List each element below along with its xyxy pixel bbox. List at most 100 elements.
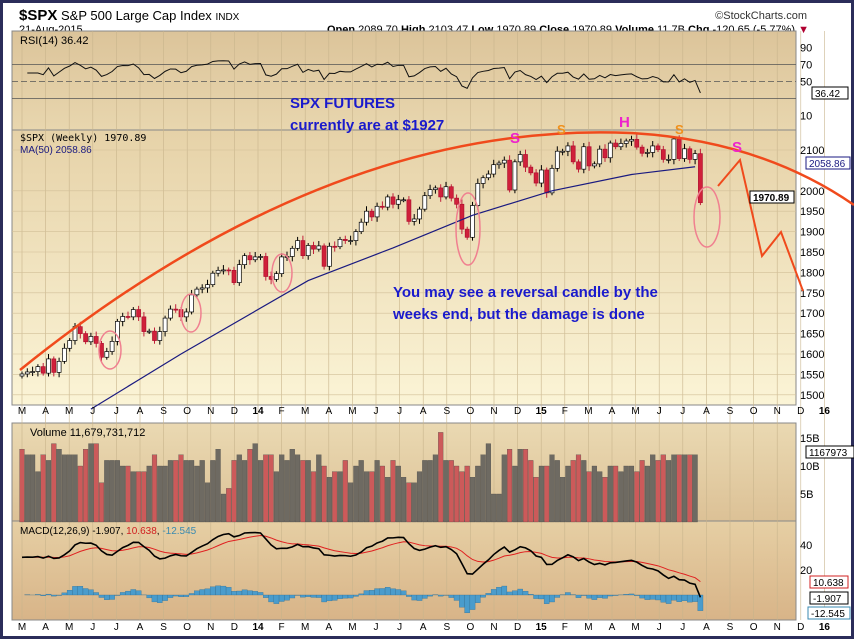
x-tick-label: J [114, 406, 119, 417]
macd-histogram-bar [188, 593, 195, 596]
candle-body [698, 153, 703, 203]
macd-histogram-bar [204, 588, 211, 596]
volume-bar [395, 465, 401, 523]
x-tick-label: M [18, 406, 26, 417]
macd-histogram-bar [390, 588, 396, 596]
x-tick-label: A [609, 622, 616, 633]
candle-body [342, 239, 348, 241]
volume-bar [522, 449, 529, 523]
volume-bar [61, 454, 67, 523]
macd-histogram-bar [602, 594, 608, 599]
candle-body [210, 272, 216, 285]
price-tick-label: 1900 [800, 227, 824, 239]
volume-bar [183, 460, 189, 523]
macd-histogram-bar [93, 592, 99, 596]
x-tick-label: 15 [536, 622, 548, 633]
volume-bar [337, 471, 343, 523]
candle-body [268, 276, 274, 280]
candle-body [168, 308, 173, 319]
macd-histogram-bar [649, 594, 656, 600]
macd-histogram-bar [612, 594, 619, 596]
candle-body [576, 161, 581, 170]
macd-histogram-bar [109, 594, 115, 600]
volume-bar [485, 443, 491, 523]
macd-histogram-bar [644, 594, 651, 600]
volume-bar [204, 482, 211, 523]
x-tick-label: M [584, 406, 592, 417]
candle-body [93, 336, 99, 344]
candle-body [221, 269, 226, 272]
price-tick-label: 1600 [800, 349, 824, 361]
volume-label: Volume 11,679,731,712 [30, 427, 145, 439]
candle-body [602, 148, 608, 159]
macd-histogram-bar [676, 594, 682, 602]
macd-histogram-bar [565, 592, 571, 596]
candle-body [528, 166, 534, 174]
macd-histogram-bar [146, 594, 152, 599]
macd-histogram-bar [321, 594, 327, 603]
candle-body [592, 163, 597, 167]
volume-bar [570, 460, 576, 523]
candle-body [517, 154, 523, 163]
volume-bar [268, 454, 274, 523]
macd-histogram-bar [628, 593, 635, 596]
volume-bar [236, 454, 242, 523]
macd-tick-label: 20 [800, 565, 812, 577]
x-tick-label: O [750, 406, 758, 417]
x-tick-label: A [703, 406, 710, 417]
volume-bar [454, 465, 460, 523]
macd-histogram-bar [247, 590, 253, 596]
rsi-panel [11, 30, 797, 131]
volume-bar [618, 471, 624, 523]
x-tick-label: 14 [252, 622, 264, 633]
volume-bar [109, 460, 115, 523]
volume-bar [517, 449, 523, 523]
candle-body [104, 351, 110, 358]
macd-histogram-bar [665, 594, 672, 604]
candle-body [226, 269, 232, 272]
volume-bar [385, 477, 391, 523]
hist-value-tag [807, 606, 851, 620]
candle-body [242, 255, 247, 265]
macd-histogram-bar [697, 594, 704, 611]
x-tick-label: S [443, 622, 450, 633]
candle-body [300, 240, 306, 257]
macd-histogram-bar [331, 594, 338, 601]
volume-bar [427, 460, 433, 523]
candle-body [417, 208, 422, 220]
x-tick-label: J [90, 622, 95, 633]
x-tick-label: 16 [819, 406, 831, 417]
macd-histogram-bar [681, 594, 688, 601]
volume-bar [374, 460, 380, 523]
volume-bar [310, 471, 317, 523]
volume-value-tag [805, 445, 854, 459]
candle-body [480, 177, 486, 184]
candle-body [523, 154, 528, 168]
volume-bar [639, 460, 645, 523]
volume-bar [575, 454, 582, 523]
x-tick-label: J [397, 622, 402, 633]
candle-body [146, 330, 152, 333]
candle-body [295, 240, 300, 249]
x-tick-label: D [231, 406, 238, 417]
volume-bar [247, 449, 253, 523]
candle-body [152, 330, 157, 341]
candle-body [433, 187, 438, 190]
price-label: $SPX (Weekly) 1970.89 [20, 133, 146, 144]
volume-bar [554, 460, 560, 523]
x-tick-label: M [631, 622, 639, 633]
candle-body [539, 169, 544, 184]
shoulder-label: S [732, 139, 742, 156]
volume-bar [226, 488, 232, 523]
x-tick-label: D [797, 406, 804, 417]
macd-histogram-bar [278, 594, 285, 602]
volume-bar [114, 460, 120, 523]
macd-histogram-bar [687, 594, 693, 603]
macd-histogram-bar [400, 590, 407, 596]
macd-histogram-bar [591, 594, 598, 600]
volume-bar [167, 460, 173, 523]
macd-histogram-bar [289, 594, 296, 599]
candle-body [231, 270, 237, 283]
brand-logo[interactable]: ©StockCharts.com [715, 10, 807, 22]
volume-bar [130, 471, 136, 523]
